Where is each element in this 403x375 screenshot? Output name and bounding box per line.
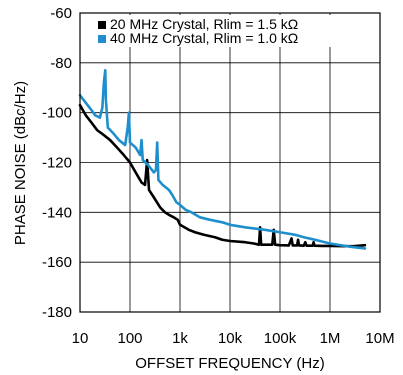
series-layer — [78, 69, 367, 250]
x-tick-label: 100 — [117, 330, 142, 347]
series-line-1 — [78, 103, 367, 248]
legend-label-1: 20 MHz Crystal, Rlim = 1.5 kΩ — [110, 16, 298, 32]
legend-swatch-1 — [98, 21, 106, 29]
y-tick-label: -160 — [42, 254, 72, 271]
y-tick-label: -120 — [42, 155, 72, 172]
plot-frame — [79, 12, 381, 313]
x-tick-label: 10k — [218, 330, 243, 347]
legend-label-2: 40 MHz Crystal, Rlim = 1.0 kΩ — [110, 30, 298, 46]
x-axis-title: OFFSET FREQUENCY (Hz) — [135, 355, 324, 372]
x-tick-label: 100k — [264, 330, 297, 347]
x-tick-label: 10 — [72, 330, 89, 347]
y-tick-label: -140 — [42, 204, 72, 221]
y-tick-label: -100 — [42, 105, 72, 122]
y-axis-title: PHASE NOISE (dBc/Hz) — [12, 81, 29, 245]
x-tick-label: 1k — [172, 330, 188, 347]
series-line-2 — [78, 69, 367, 250]
x-tick-label: 10M — [365, 330, 394, 347]
x-tick-label: 1M — [320, 330, 341, 347]
y-tick-label: -80 — [50, 55, 72, 72]
legend-swatch-2 — [98, 35, 106, 43]
y-tick-label: -180 — [42, 304, 72, 321]
legend-background — [95, 15, 343, 47]
y-tick-label: -60 — [50, 5, 72, 22]
